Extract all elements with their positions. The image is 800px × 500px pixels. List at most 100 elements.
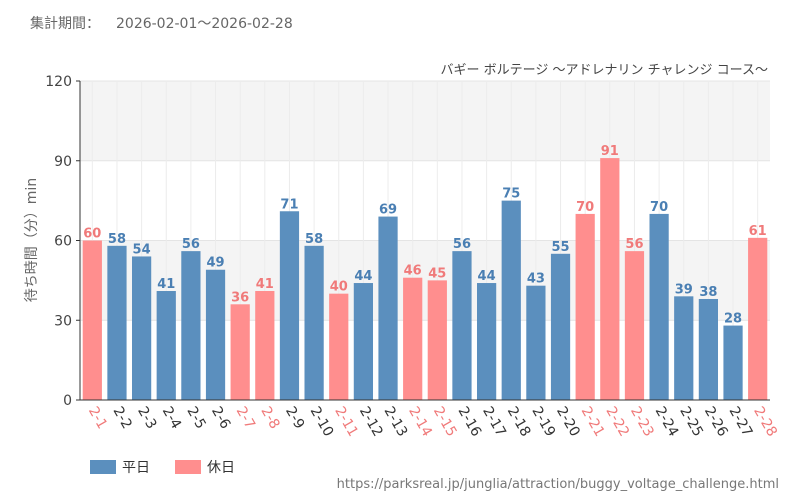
data-label-2-14: 46 [404, 264, 422, 279]
bar-2-14 [403, 277, 423, 400]
bar-2-16 [452, 251, 472, 400]
bar-2-12 [353, 283, 374, 400]
data-label-2-5: 56 [182, 237, 200, 252]
data-label-2-8: 41 [256, 277, 274, 292]
data-label-2-25: 39 [675, 282, 693, 297]
data-label-2-27: 28 [724, 312, 742, 327]
bar-2-1 [82, 240, 102, 400]
x-tick-label-2-10: 2-10 [307, 404, 337, 440]
data-label-2-28: 61 [749, 224, 767, 239]
y-axis-ticks: 0 30 60 90 120 [45, 74, 80, 409]
y-tick-label: 30 [54, 313, 72, 329]
x-tick-label-2-15: 2-15 [430, 404, 460, 440]
x-tick-label-2-18: 2-18 [504, 404, 534, 440]
bar-2-22 [600, 158, 620, 400]
data-label-2-4: 41 [157, 277, 175, 292]
x-axis-ticks: 2-1 2-2 2-3 2-4 2-5 2-6 2-7 2-8 2-9 2-102-112-122… [85, 404, 780, 440]
bar-series [82, 158, 768, 400]
data-label-2-21: 70 [576, 200, 594, 215]
legend: 平日 休日 [90, 460, 235, 476]
data-label-2-11: 40 [330, 280, 348, 295]
x-tick-label-2-17: 2-17 [479, 404, 509, 440]
bar-2-15 [427, 280, 447, 400]
legend-holiday-swatch [175, 460, 201, 474]
bar-2-26 [698, 298, 719, 400]
period-range: 2026-02-01～2026-02-28 [116, 16, 293, 32]
y-tick-label: 0 [63, 393, 72, 409]
x-tick-label-2-4: 2-4 [159, 404, 184, 432]
x-tick-label-2-11: 2-11 [331, 404, 361, 440]
data-label-2-16: 56 [453, 237, 471, 252]
y-tick-label: 120 [45, 74, 72, 90]
period-label: 集計期間： [30, 15, 100, 32]
bar-2-20 [550, 253, 571, 400]
x-tick-label-2-25: 2-25 [676, 404, 706, 440]
bar-2-7 [230, 304, 250, 400]
data-labels: 60 58 54 41 56 49 36 41 71 58 40 44 69 46 45 56 44 75 43 55… [83, 144, 766, 326]
x-tick-label-2-14: 2-14 [405, 404, 435, 440]
bar-2-6 [205, 269, 226, 400]
bar-2-11 [329, 293, 349, 400]
x-tick-label-2-28: 2-28 [750, 404, 780, 440]
source-url: https://parksreal.jp/junglia/attraction/… [337, 477, 779, 492]
bar-2-27 [723, 325, 743, 400]
data-label-2-3: 54 [133, 242, 151, 257]
x-tick-label-2-21: 2-21 [578, 404, 608, 440]
bar-2-25 [674, 296, 694, 400]
x-tick-label-2-1: 2-1 [85, 404, 110, 432]
grid-band [80, 81, 770, 161]
data-label-2-18: 75 [502, 187, 520, 202]
data-label-2-22: 91 [601, 144, 619, 159]
data-label-2-20: 55 [551, 240, 569, 255]
data-label-2-9: 71 [280, 197, 298, 212]
data-label-2-23: 56 [625, 237, 643, 252]
x-tick-label-2-12: 2-12 [356, 404, 386, 440]
legend-holiday-label: 休日 [207, 460, 235, 476]
bar-2-3 [131, 256, 152, 400]
x-tick-label-2-13: 2-13 [381, 404, 411, 440]
bar-2-10 [304, 245, 324, 400]
x-tick-label-2-7: 2-7 [233, 404, 258, 432]
x-tick-label-2-8: 2-8 [257, 404, 282, 432]
bar-2-9 [279, 211, 300, 400]
bar-2-5 [181, 251, 201, 400]
data-label-2-1: 60 [83, 227, 101, 242]
x-tick-label-2-2: 2-2 [110, 404, 135, 432]
y-axis-label: 待ち時間（分）min [24, 178, 40, 302]
bar-2-2 [107, 245, 127, 400]
x-tick-label-2-20: 2-20 [553, 404, 583, 440]
bar-2-8 [255, 291, 275, 400]
data-label-2-7: 36 [231, 290, 249, 305]
chart-title: バギー ボルテージ ～アドレナリン チャレンジ コース～ [441, 63, 769, 78]
x-tick-label-2-5: 2-5 [183, 404, 208, 432]
x-tick-label-2-22: 2-22 [602, 404, 632, 440]
bar-2-28 [748, 237, 768, 400]
x-tick-label-2-24: 2-24 [652, 404, 682, 440]
bar-2-18 [501, 200, 521, 400]
bar-2-23 [624, 251, 645, 400]
bar-2-17 [476, 283, 497, 400]
x-tick-label-2-16: 2-16 [455, 404, 485, 440]
data-label-2-10: 58 [305, 232, 323, 247]
x-tick-label-2-6: 2-6 [208, 404, 233, 432]
data-label-2-12: 44 [354, 269, 372, 284]
bar-2-24 [649, 213, 669, 400]
x-tick-label-2-3: 2-3 [134, 404, 159, 432]
x-tick-label-2-9: 2-9 [282, 404, 307, 432]
bar-2-13 [378, 216, 398, 400]
x-tick-label-2-19: 2-19 [528, 404, 558, 440]
data-label-2-24: 70 [650, 200, 668, 215]
data-label-2-13: 69 [379, 203, 397, 218]
y-tick-label: 60 [54, 234, 72, 250]
data-label-2-26: 38 [699, 285, 717, 300]
bar-2-4 [156, 291, 176, 400]
data-label-2-17: 44 [478, 269, 496, 284]
bar-2-19 [526, 285, 546, 400]
data-label-2-2: 58 [108, 232, 126, 247]
data-label-2-6: 49 [206, 256, 224, 271]
data-label-2-19: 43 [527, 272, 545, 287]
y-tick-label: 90 [54, 154, 72, 170]
x-tick-label-2-26: 2-26 [701, 404, 731, 440]
bar-2-21 [575, 213, 595, 400]
